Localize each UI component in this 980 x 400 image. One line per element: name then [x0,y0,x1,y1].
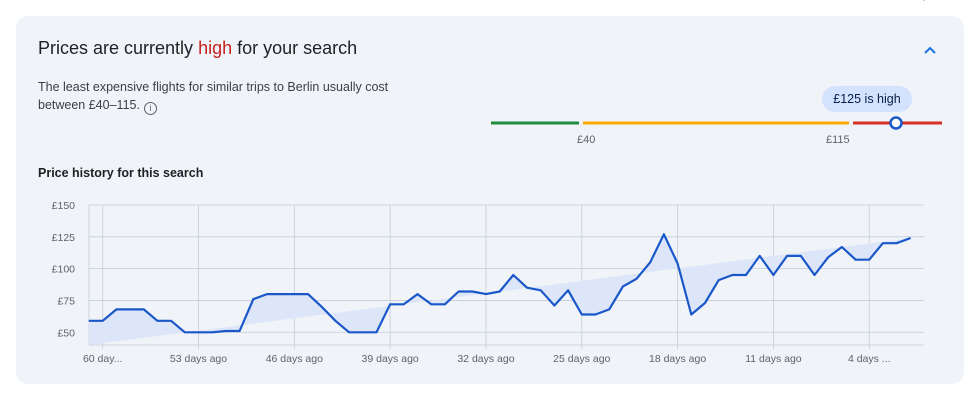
price-point [649,261,651,263]
price-point [184,331,186,333]
price-point [786,255,788,257]
price-point [348,331,350,333]
price-point [718,279,720,281]
price-point [622,285,624,288]
insight-description: The least expensive flights for similar … [38,80,389,115]
price-point [211,331,213,333]
x-tick-label: 39 days ago [362,353,419,365]
price-point [307,293,309,295]
price-point [800,255,802,257]
price-point [841,246,843,248]
price-point [896,242,898,244]
price-point [416,293,419,295]
price-point [334,320,336,322]
range-high-label: £115 [826,134,850,146]
x-tick-label: 25 days ago [553,353,610,365]
price-point [526,287,528,289]
y-tick-label: £50 [57,327,75,339]
price-point [403,303,405,305]
price-point [430,303,432,305]
price-point [868,259,870,261]
price-point [553,304,556,307]
price-point [471,290,473,293]
price-point [813,274,816,276]
price-history-title: Price history for this search [38,166,204,180]
price-point [608,308,610,310]
price-point [772,274,775,276]
price-point [389,303,391,305]
price-point [704,302,706,304]
y-tick-label: £125 [52,232,76,244]
info-icon[interactable]: i [143,102,157,115]
price-point [129,308,131,310]
price-range-bar [491,116,942,130]
price-point [663,233,665,235]
price-point [512,274,514,276]
price-point [567,289,569,291]
price-line [89,233,911,334]
chevron-up-icon [924,46,936,54]
range-low-label: £40 [577,134,596,146]
price-point [499,290,501,293]
price-point [362,331,364,333]
price-point [197,331,200,333]
current-price-marker [889,116,903,130]
price-point [690,313,692,316]
price-point [923,0,925,1]
price-point [170,320,172,322]
x-tick-label: 53 days ago [170,353,227,365]
x-tick-label: 60 day... [83,353,123,365]
price-point [321,306,323,308]
price-point [827,256,829,258]
price-point [458,290,460,293]
price-point [266,293,268,295]
price-point [677,262,679,265]
price-point [855,259,857,261]
price-point [635,278,638,280]
x-tick-label: 32 days ago [457,353,514,365]
price-point [745,274,747,276]
price-point [225,330,227,332]
price-point [594,313,597,316]
price-point [88,320,90,322]
price-point [375,331,378,333]
current-price-badge: £125 is high [822,86,912,112]
price-point [280,293,282,295]
y-tick-label: £75 [57,295,75,307]
price-point [444,303,446,305]
price-point [882,242,884,244]
x-tick-label: 4 days ... [848,353,891,365]
y-tick-label: £100 [52,264,76,276]
price-point [239,330,241,332]
price-point [759,255,761,257]
price-area-fill [89,234,911,345]
price-point [293,293,295,295]
price-point [115,308,117,310]
x-tick-label: 18 days ago [649,353,706,365]
price-point [485,293,487,295]
x-tick-label: 46 days ago [266,353,323,365]
price-point [102,320,104,322]
price-point [540,289,542,291]
price-level-text: high [198,38,233,58]
insight-title: Prices are currently high for your searc… [38,38,358,58]
price-point [143,308,145,310]
price-point [581,313,583,316]
x-tick-label: 11 days ago [745,353,802,365]
price-point [252,298,254,300]
price-point [731,274,734,276]
y-tick-label: £150 [52,200,76,212]
price-point [909,237,911,239]
price-point [156,320,158,322]
collapse-button[interactable] [918,38,942,62]
